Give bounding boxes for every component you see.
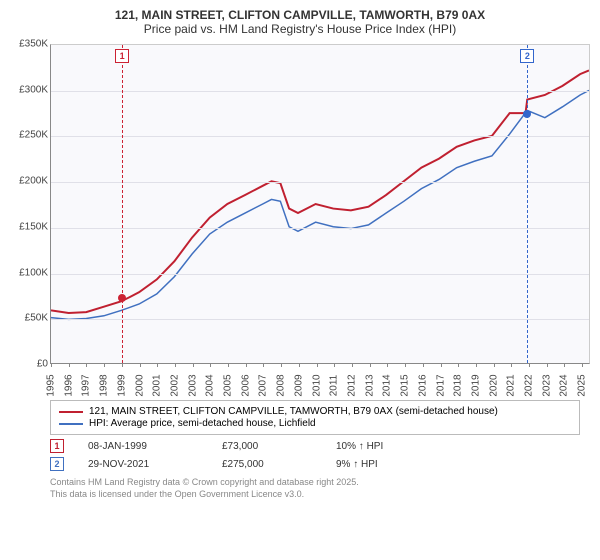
x-axis-label: 2005 xyxy=(223,374,234,396)
y-axis-label: £250K xyxy=(10,130,48,141)
x-axis-label: 2020 xyxy=(488,374,499,396)
x-axis-label: 2017 xyxy=(435,374,446,396)
sale-row-2: 2 29-NOV-2021 £275,000 9% ↑ HPI xyxy=(50,457,590,471)
sale-badge-1: 1 xyxy=(50,439,64,453)
sale-pct: 9% ↑ HPI xyxy=(336,459,378,470)
plot-region: 1995199619971998199920002001200220032004… xyxy=(50,44,590,364)
x-axis-label: 2011 xyxy=(329,375,340,397)
sales-rows: 1 08-JAN-1999 £73,000 10% ↑ HPI 2 29-NOV-2021… xyxy=(10,439,590,471)
sale-row-1: 1 08-JAN-1999 £73,000 10% ↑ HPI xyxy=(50,439,590,453)
x-axis-label: 2008 xyxy=(276,374,287,396)
x-axis-label: 2006 xyxy=(240,374,251,396)
footer-line-1: Contains HM Land Registry data © Crown c… xyxy=(50,477,590,489)
x-axis-label: 2007 xyxy=(258,374,269,396)
x-axis-label: 2022 xyxy=(524,374,535,396)
x-axis-label: 2001 xyxy=(152,374,163,396)
y-axis-label: £100K xyxy=(10,267,48,278)
x-axis-label: 1999 xyxy=(116,374,127,396)
sale-price: £275,000 xyxy=(222,459,312,470)
footer-line-2: This data is licensed under the Open Gov… xyxy=(50,489,590,501)
y-axis-label: £150K xyxy=(10,221,48,232)
x-axis-label: 1998 xyxy=(99,374,110,396)
legend-row-1: 121, MAIN STREET, CLIFTON CAMPVILLE, TAM… xyxy=(59,406,571,417)
chart-container: 121, MAIN STREET, CLIFTON CAMPVILLE, TAM… xyxy=(0,0,600,560)
x-axis-label: 2021 xyxy=(506,374,517,396)
sale-dot-2 xyxy=(523,110,531,118)
x-axis-label: 2023 xyxy=(541,374,552,396)
sale-vline-2 xyxy=(527,45,528,363)
x-axis-label: 2000 xyxy=(134,374,145,396)
x-axis-label: 1997 xyxy=(81,374,92,396)
y-axis-label: £300K xyxy=(10,84,48,95)
sale-price: £73,000 xyxy=(222,441,312,452)
x-axis-label: 1995 xyxy=(46,374,57,396)
sale-pct: 10% ↑ HPI xyxy=(336,441,383,452)
x-axis-label: 2024 xyxy=(559,374,570,396)
legend-label-1: 121, MAIN STREET, CLIFTON CAMPVILLE, TAM… xyxy=(89,406,498,417)
x-axis-label: 2013 xyxy=(364,374,375,396)
sale-marker-2: 2 xyxy=(520,49,534,63)
x-axis-label: 2009 xyxy=(293,374,304,396)
footer: Contains HM Land Registry data © Crown c… xyxy=(50,477,590,500)
y-axis-label: £200K xyxy=(10,176,48,187)
price-paid-line xyxy=(51,70,589,313)
x-axis-label: 2016 xyxy=(417,374,428,396)
x-axis-label: 2018 xyxy=(453,374,464,396)
line-svg xyxy=(51,45,589,363)
sale-date: 29-NOV-2021 xyxy=(88,459,198,470)
x-axis-label: 2010 xyxy=(311,374,322,396)
chart-subtitle: Price paid vs. HM Land Registry's House … xyxy=(10,22,590,36)
sale-dot-1 xyxy=(118,294,126,302)
sale-marker-1: 1 xyxy=(115,49,129,63)
legend-label-2: HPI: Average price, semi-detached house,… xyxy=(89,418,316,429)
chart-area: 1995 1996 1997 1998 1999 2000 2001 2002 2003 2004… xyxy=(10,44,590,394)
sale-badge-2: 2 xyxy=(50,457,64,471)
sale-vline-1 xyxy=(122,45,123,363)
x-axis-label: 2014 xyxy=(382,374,393,396)
sale-date: 08-JAN-1999 xyxy=(88,441,198,452)
chart-title: 121, MAIN STREET, CLIFTON CAMPVILLE, TAM… xyxy=(10,8,590,22)
y-axis-label: £0 xyxy=(10,359,48,370)
x-axis-label: 2012 xyxy=(346,374,357,396)
legend-swatch-2 xyxy=(59,423,83,425)
y-axis-label: £350K xyxy=(10,39,48,50)
x-axis-label: 2015 xyxy=(400,374,411,396)
x-axis-label: 2002 xyxy=(169,374,180,396)
y-axis-label: £50K xyxy=(10,313,48,324)
legend-swatch-1 xyxy=(59,411,83,413)
x-axis-label: 1996 xyxy=(63,374,74,396)
x-axis-label: 2019 xyxy=(470,374,481,396)
x-axis-label: 2025 xyxy=(577,374,588,396)
x-axis-label: 2004 xyxy=(205,374,216,396)
x-axis-label: 2003 xyxy=(187,374,198,396)
legend-box: 121, MAIN STREET, CLIFTON CAMPVILLE, TAM… xyxy=(50,400,580,435)
legend-row-2: HPI: Average price, semi-detached house,… xyxy=(59,418,571,429)
